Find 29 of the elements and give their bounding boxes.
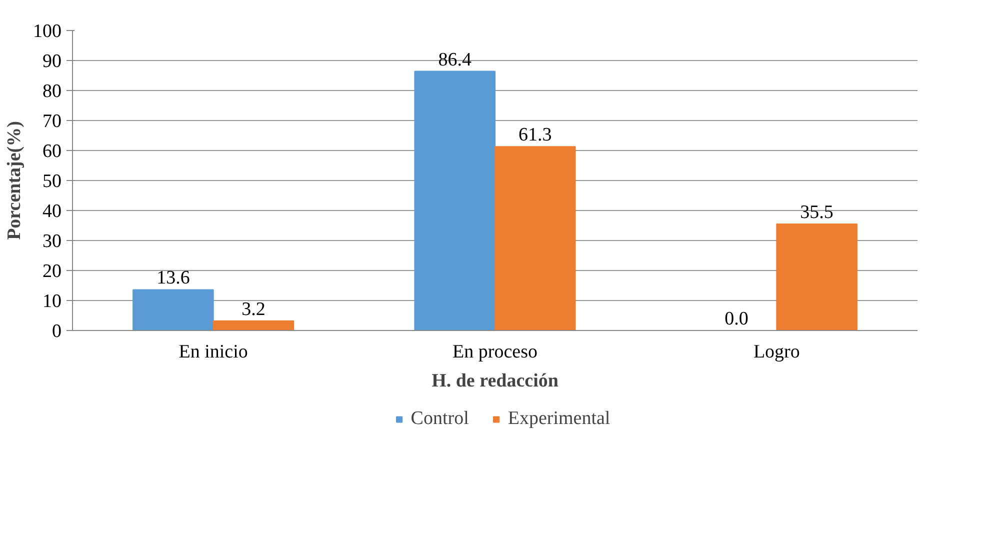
y-tick-label: 30 <box>42 231 62 252</box>
y-tick-label: 40 <box>42 201 62 222</box>
y-tick-label: 20 <box>42 261 62 282</box>
y-tick-label: 80 <box>42 81 62 102</box>
bar <box>776 224 858 330</box>
legend-label: Experimental <box>508 408 610 430</box>
y-tick-label: 90 <box>42 51 62 72</box>
y-tick-label: 0 <box>52 321 62 342</box>
y-axis-title: Porcentaje(%) <box>4 121 25 240</box>
data-label: 35.5 <box>800 202 834 223</box>
data-label: 13.6 <box>156 268 190 289</box>
x-axis-title: H. de redacción <box>432 370 559 392</box>
x-tick-label: En proceso <box>452 342 538 362</box>
y-tick-label: 100 <box>33 21 62 42</box>
bar <box>212 320 294 330</box>
data-label: 61.3 <box>518 124 552 146</box>
data-label: 3.2 <box>242 298 266 320</box>
y-tick-label: 50 <box>42 171 62 192</box>
bar <box>494 146 576 330</box>
y-tick-label: 70 <box>42 111 62 132</box>
bar <box>132 289 214 330</box>
data-label: 86.4 <box>438 49 472 70</box>
y-tick-label: 10 <box>42 291 62 312</box>
x-tick-label: Logro <box>753 342 800 362</box>
bar <box>414 70 496 330</box>
y-tick-label: 60 <box>42 141 62 162</box>
x-tick-label: En inicio <box>178 342 248 362</box>
data-label: 0.0 <box>724 308 748 330</box>
legend-label: Control <box>410 408 469 430</box>
